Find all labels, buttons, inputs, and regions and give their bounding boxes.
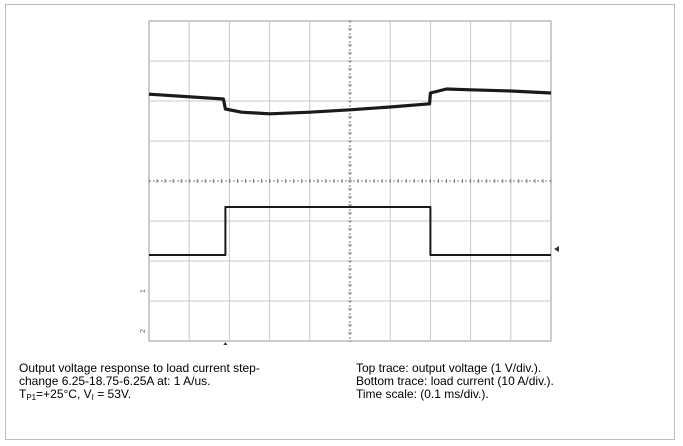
caption-left: Output voltage response to load current … [19, 362, 359, 404]
temp-symbol: T [19, 387, 27, 401]
output-voltage-trace [148, 87, 552, 116]
caption-right-line1: Top trace: output voltage (1 V/div.). [356, 361, 542, 375]
graticule-grid [148, 20, 552, 342]
voltage-subscript: I [91, 393, 94, 402]
trace-group [148, 87, 552, 256]
temp-subscript: P1 [26, 393, 37, 402]
trigger-level-marker [554, 246, 559, 252]
channel-marker-label: 2 [140, 329, 147, 333]
load-current-trace [149, 206, 551, 256]
caption-left-line1: Output voltage response to load current … [19, 361, 260, 375]
caption-left-line3-end: = 53V. [93, 387, 132, 401]
caption-right-line2: Bottom trace: load current (10 A/div.). [356, 374, 554, 388]
channel-markers: 12 [140, 246, 559, 345]
trigger-position-marker [223, 342, 228, 345]
caption-left-line3-mid: =+25°C, V [36, 387, 92, 401]
caption-left-line3: TP1=+25°C, VI = 53V. [19, 388, 359, 404]
caption-left-line2: change 6.25-18.75-6.25A at: 1 A/us. [19, 374, 211, 388]
figure-frame [5, 4, 675, 440]
channel-marker-label: 1 [140, 289, 147, 293]
caption-right: Top trace: output voltage (1 V/div.). Bo… [356, 362, 676, 401]
caption-right-line3: Time scale: (0.1 ms/div.). [356, 387, 489, 401]
